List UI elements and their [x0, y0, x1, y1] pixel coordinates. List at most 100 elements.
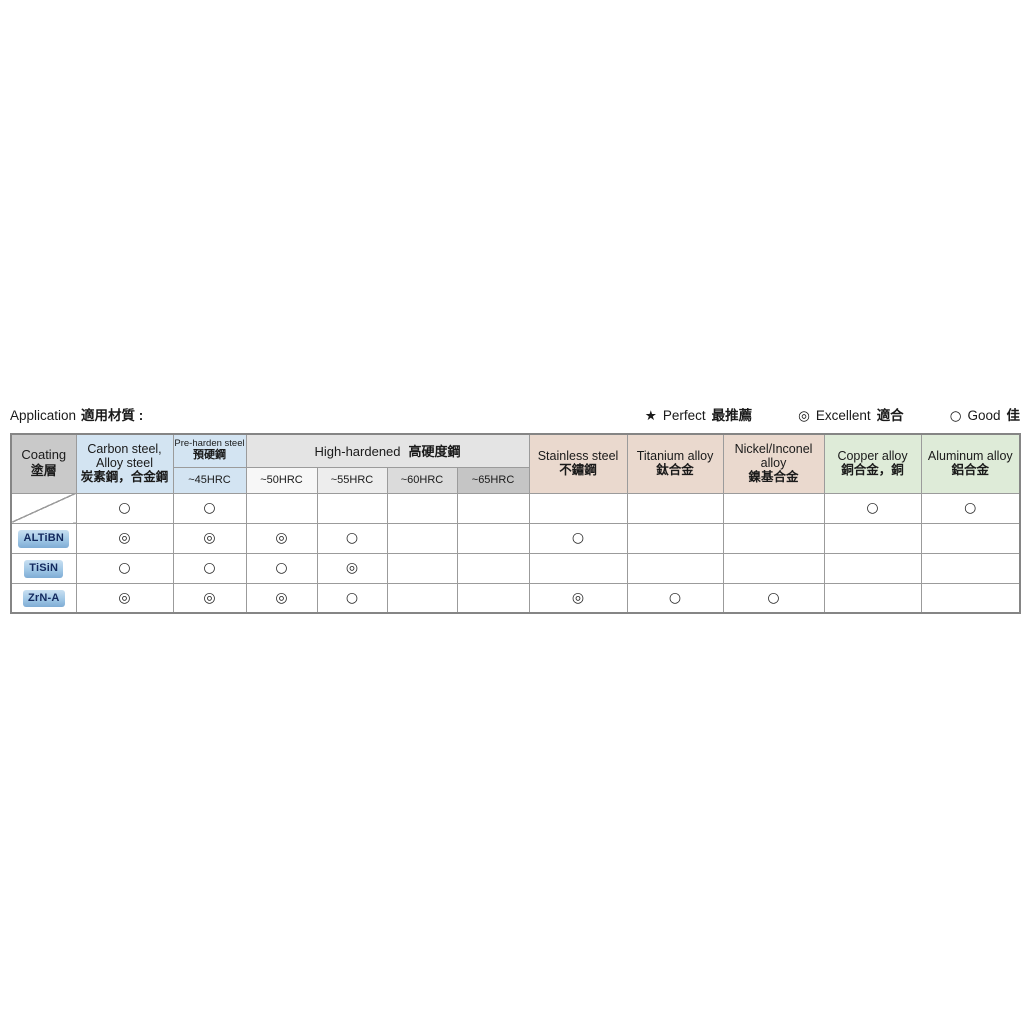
matrix-cell: ○	[75, 492, 174, 524]
matrix-cell: ○	[316, 582, 388, 614]
header-copper-zh: 銅合金，銅	[841, 462, 904, 477]
header-titanium-alloy: Titanium alloy 鈦合金	[626, 433, 724, 494]
legend-item-good: ○ Good 佳	[950, 408, 1020, 424]
header-high-hardened: High-hardened 高硬度鋼	[245, 433, 530, 468]
matrix-cell: ◎	[75, 522, 174, 554]
matrix-cell	[245, 492, 318, 524]
header-45hrc: ~45HRC	[172, 466, 247, 494]
legend-excellent-label-en: Excellent	[815, 408, 871, 423]
matrix-cell	[386, 582, 458, 614]
matrix-cell	[528, 552, 628, 584]
legend-perfect-label-en: Perfect	[662, 408, 706, 423]
matrix-cell	[456, 522, 530, 554]
matrix-cell	[626, 522, 724, 554]
header-high-hardened-en: High-hardened	[314, 443, 401, 459]
legend-excellent-label-zh: 適合	[876, 408, 904, 423]
matrix-cell	[920, 582, 1021, 614]
header-coating-en: Coating	[21, 447, 67, 463]
matrix-cell	[626, 552, 724, 584]
header-aluminum-zh: 鋁合金	[951, 462, 990, 477]
matrix-cell: ○	[722, 582, 825, 614]
header-nickel-en2: alloy	[760, 455, 787, 470]
matrix-cell	[920, 522, 1021, 554]
star-icon: ★	[644, 408, 657, 424]
header-preharden-zh: 預硬鋼	[193, 449, 226, 462]
matrix-cell	[823, 522, 922, 554]
matrix-cell	[386, 522, 458, 554]
matrix-cell: ○	[528, 522, 628, 554]
header-row-main: Coating 塗層 Carbon steel, Alloy steel 炭素鋼…	[10, 433, 1021, 494]
legend-perfect-label-zh: 最推薦	[711, 408, 753, 423]
matrix-cell	[722, 492, 825, 524]
legend-good-label-zh: 佳	[1006, 408, 1021, 423]
matrix-cell: ○	[172, 552, 247, 584]
matrix-cell	[386, 552, 458, 584]
matrix-cell	[920, 552, 1021, 584]
matrix-cell	[386, 492, 458, 524]
header-carbon-zh: 炭素鋼，合金鋼	[80, 469, 169, 484]
matrix-cell: ◎	[245, 582, 318, 614]
legend-item-perfect: ★ Perfect 最推薦	[645, 408, 752, 424]
header-stainless-en: Stainless steel	[537, 448, 619, 463]
header-titanium-zh: 鈦合金	[656, 462, 694, 477]
coating-badge-altibn: ALTiBN	[18, 530, 69, 548]
header-stainless-zh: 不鏽鋼	[559, 462, 597, 477]
page-title: Application 適用材質 :	[10, 408, 143, 424]
matrix-cell	[722, 522, 825, 554]
circle-icon: ○	[949, 408, 962, 424]
matrix-cell	[722, 552, 825, 584]
matrix-cell: ○	[172, 492, 247, 524]
matrix-cell: ◎	[245, 522, 318, 554]
matrix-cell: ◎	[172, 582, 247, 614]
header-aluminum-en: Aluminum alloy	[927, 448, 1013, 463]
header-aluminum-alloy: Aluminum alloy 鋁合金	[920, 433, 1021, 494]
header-high-hardened-zh: 高硬度鋼	[408, 443, 461, 459]
table-row-zrna: ZrN-A ◎ ◎ ◎ ○ ◎ ○ ○	[10, 582, 1021, 614]
header-coating-zh: 塗層	[30, 462, 57, 478]
header-copper-en: Copper alloy	[837, 448, 908, 463]
header-55hrc: ~55HRC	[316, 466, 388, 494]
header-preharden-steel: Pre-harden steel 預硬鋼	[172, 433, 247, 468]
coating-badge-zrna: ZrN-A	[22, 590, 65, 608]
header-carbon-en1: Carbon steel,	[87, 441, 162, 456]
header-nickel-zh: 鎳基合金	[748, 469, 799, 484]
application-table: Coating 塗層 Carbon steel, Alloy steel 炭素鋼…	[10, 433, 1022, 614]
header-50hrc: ~50HRC	[245, 466, 318, 494]
header-stainless-steel: Stainless steel 不鏽鋼	[528, 433, 628, 494]
matrix-cell: ○	[316, 522, 388, 554]
matrix-cell	[456, 582, 530, 614]
matrix-cell: ○	[245, 552, 318, 584]
header-copper-alloy: Copper alloy 銅合金，銅	[823, 433, 922, 494]
table-caption-row: Application 適用材質 : ★ Perfect 最推薦 ◎ Excell…	[10, 408, 1020, 424]
table-row-uncoated: ○ ○ ○ ○	[10, 492, 1021, 524]
header-nickel-en1: Nickel/Inconel	[734, 441, 813, 456]
matrix-cell: ◎	[172, 522, 247, 554]
matrix-cell: ◎	[316, 552, 388, 584]
header-60hrc: ~60HRC	[386, 466, 458, 494]
matrix-cell	[823, 582, 922, 614]
legend-good-label-en: Good	[967, 408, 1001, 423]
header-preharden-en: Pre-harden steel	[174, 437, 245, 449]
matrix-cell: ○	[626, 582, 724, 614]
matrix-cell: ○	[823, 492, 922, 524]
matrix-cell: ○	[920, 492, 1021, 524]
legend-item-excellent: ◎ Excellent 適合	[798, 408, 904, 424]
matrix-cell	[456, 552, 530, 584]
coating-badge-tisin: TiSiN	[24, 560, 64, 578]
matrix-cell	[456, 492, 530, 524]
coating-cell-altibn: ALTiBN	[10, 522, 77, 554]
table-row-tisin: TiSiN ○ ○ ○ ◎	[10, 552, 1021, 584]
coating-cell-tisin: TiSiN	[10, 552, 77, 584]
table-row-altibn: ALTiBN ◎ ◎ ◎ ○ ○	[10, 522, 1021, 554]
page-title-en: Application	[10, 408, 77, 423]
double-circle-icon: ◎	[798, 408, 810, 424]
matrix-cell: ◎	[75, 582, 174, 614]
page-title-zh: 適用材質 :	[81, 408, 144, 423]
header-titanium-en: Titanium alloy	[636, 448, 714, 463]
coating-cell-zrna: ZrN-A	[10, 582, 77, 614]
legend: ★ Perfect 最推薦 ◎ Excellent 適合 ○ Good 佳	[645, 408, 1020, 424]
header-coating: Coating 塗層	[10, 433, 77, 494]
header-carbon-en2: Alloy steel	[96, 455, 153, 470]
matrix-cell	[528, 492, 628, 524]
